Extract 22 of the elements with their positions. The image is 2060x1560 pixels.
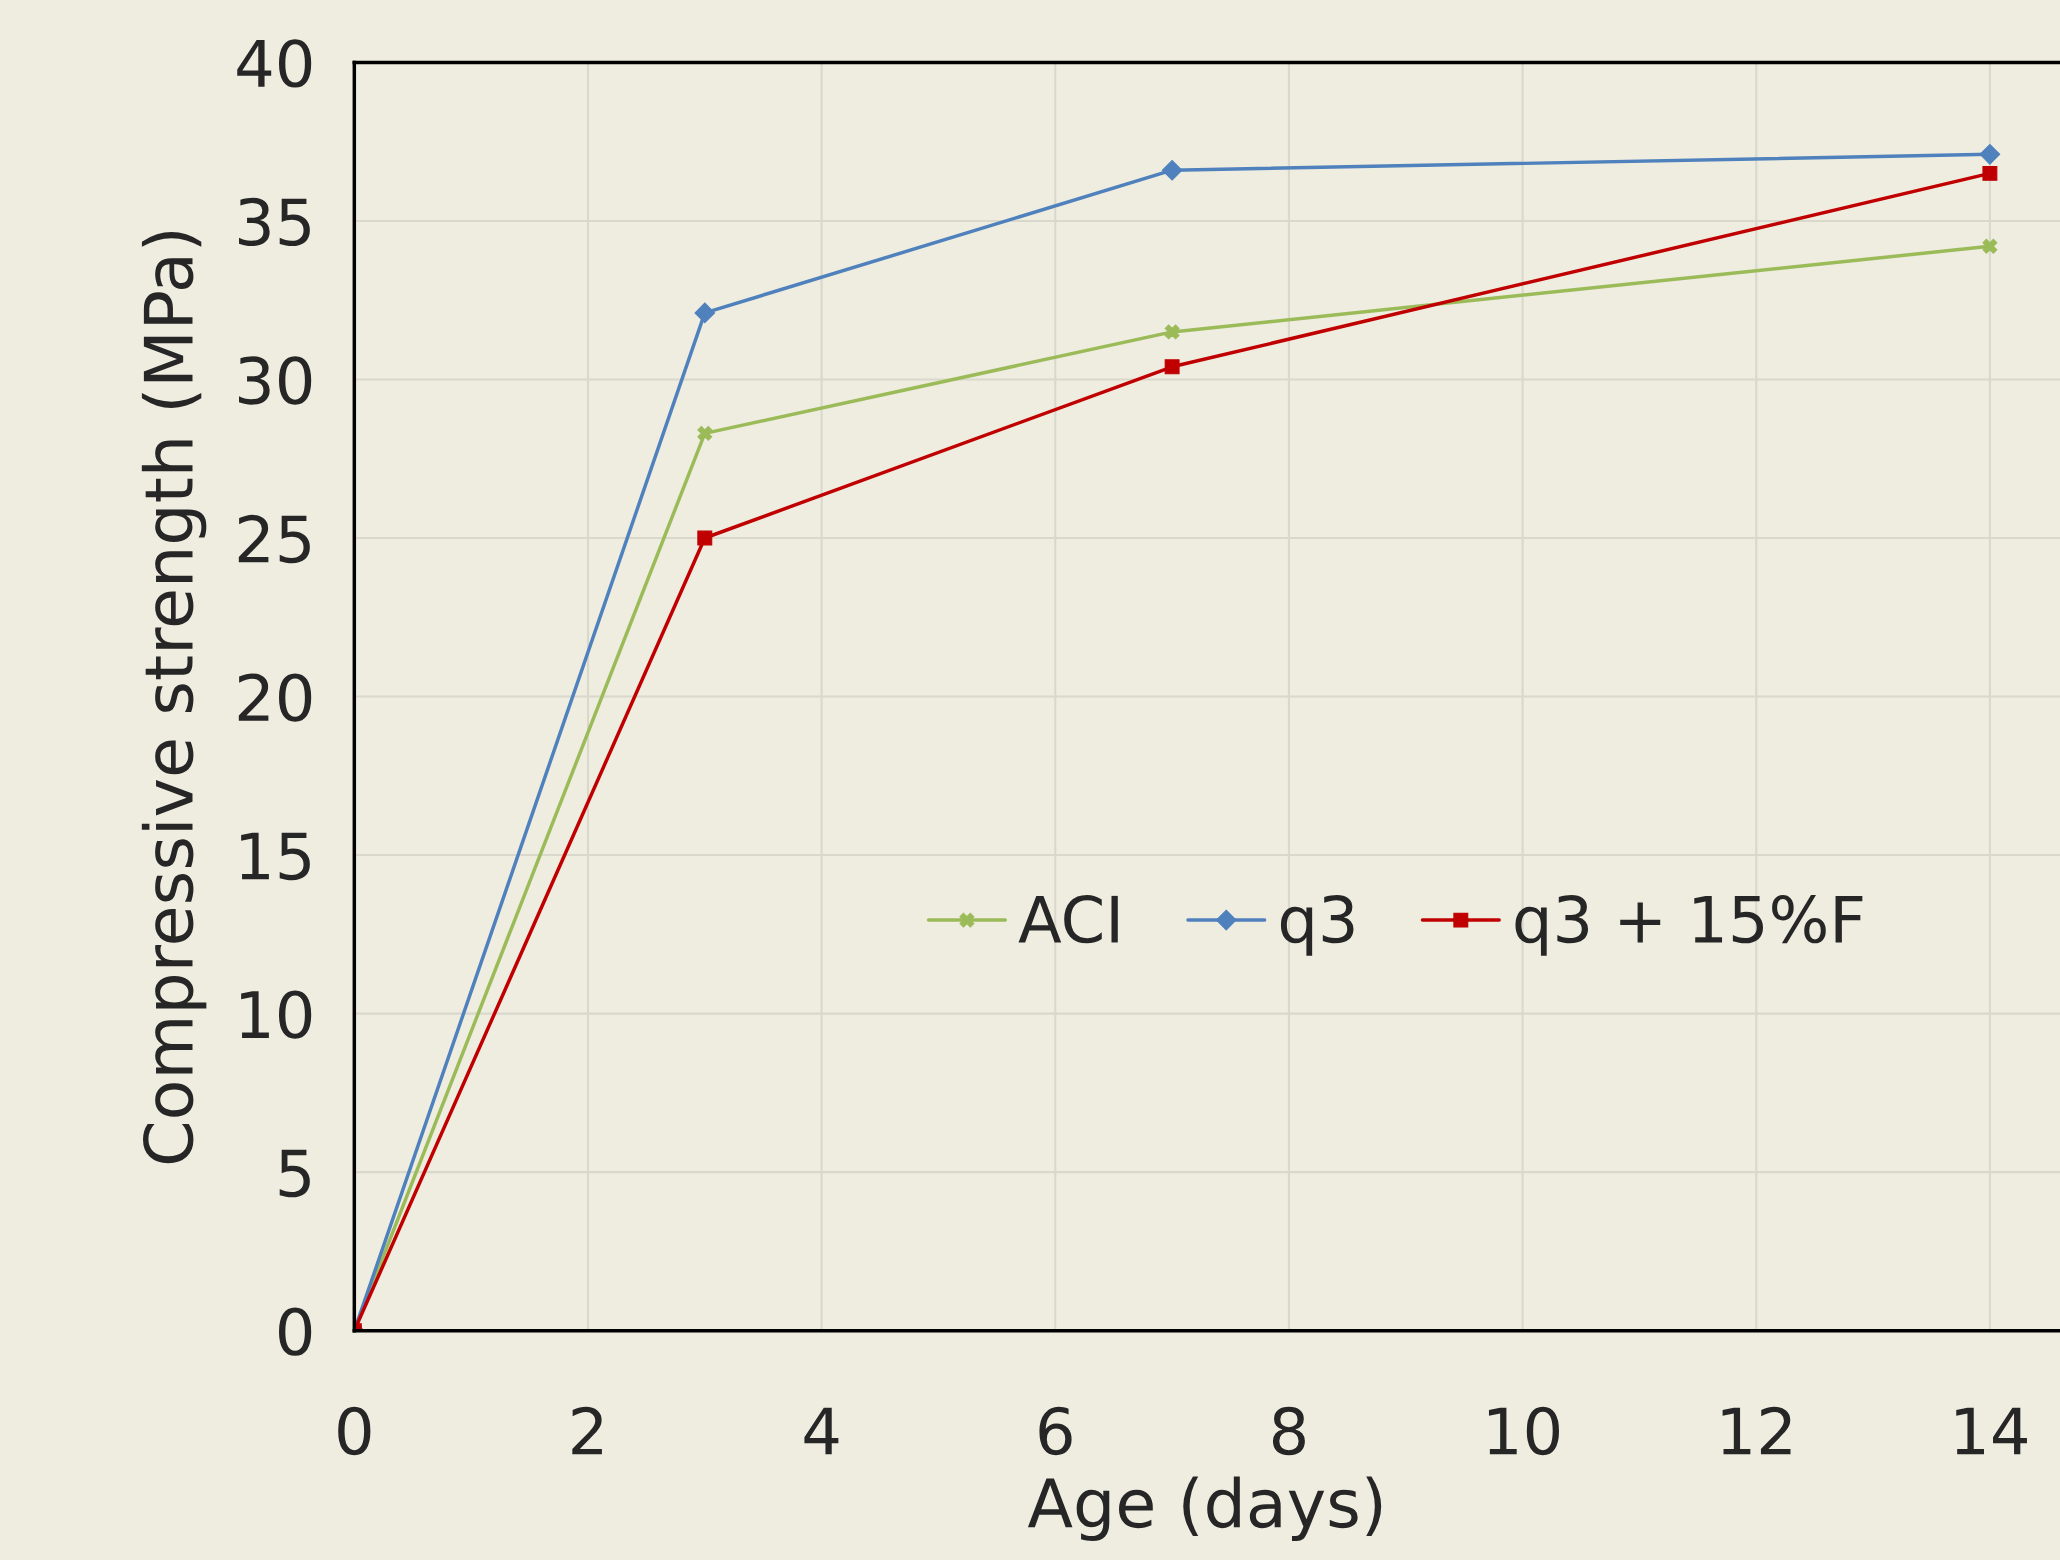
x-tick-label: 2 [572,1406,602,1455]
y-axis-title: Compressive strength (MPa) [141,231,207,1164]
y-tick-label: 10 [241,990,312,1039]
x-tick-label: 4 [804,1407,839,1455]
y-tick-label: 20 [238,673,312,722]
x-tick-label: 6 [1039,1406,1072,1456]
x-axis-title: Age (days) [1027,1476,1382,1542]
y-tick-label: 35 [239,197,310,247]
y-tick-label: 30 [239,356,312,405]
y-tick-label: 40 [237,39,312,88]
legend-label: ACI [1018,895,1118,944]
legend-label: q3 + 15%F [1515,895,1863,956]
x-tick-label: 14 [1956,1407,2027,1455]
legend-label: q3 [1280,895,1354,956]
y-tick-label: 5 [279,1149,310,1198]
y-tick-label: 15 [241,832,310,881]
y-tick-label: 25 [238,514,310,564]
x-tick-label: 0 [338,1406,371,1456]
x-tick-label: 8 [1272,1406,1305,1456]
y-tick-label: 0 [278,1307,312,1356]
x-tick-label: 10 [1488,1406,1559,1456]
x-tick-label: 12 [1722,1406,1791,1455]
